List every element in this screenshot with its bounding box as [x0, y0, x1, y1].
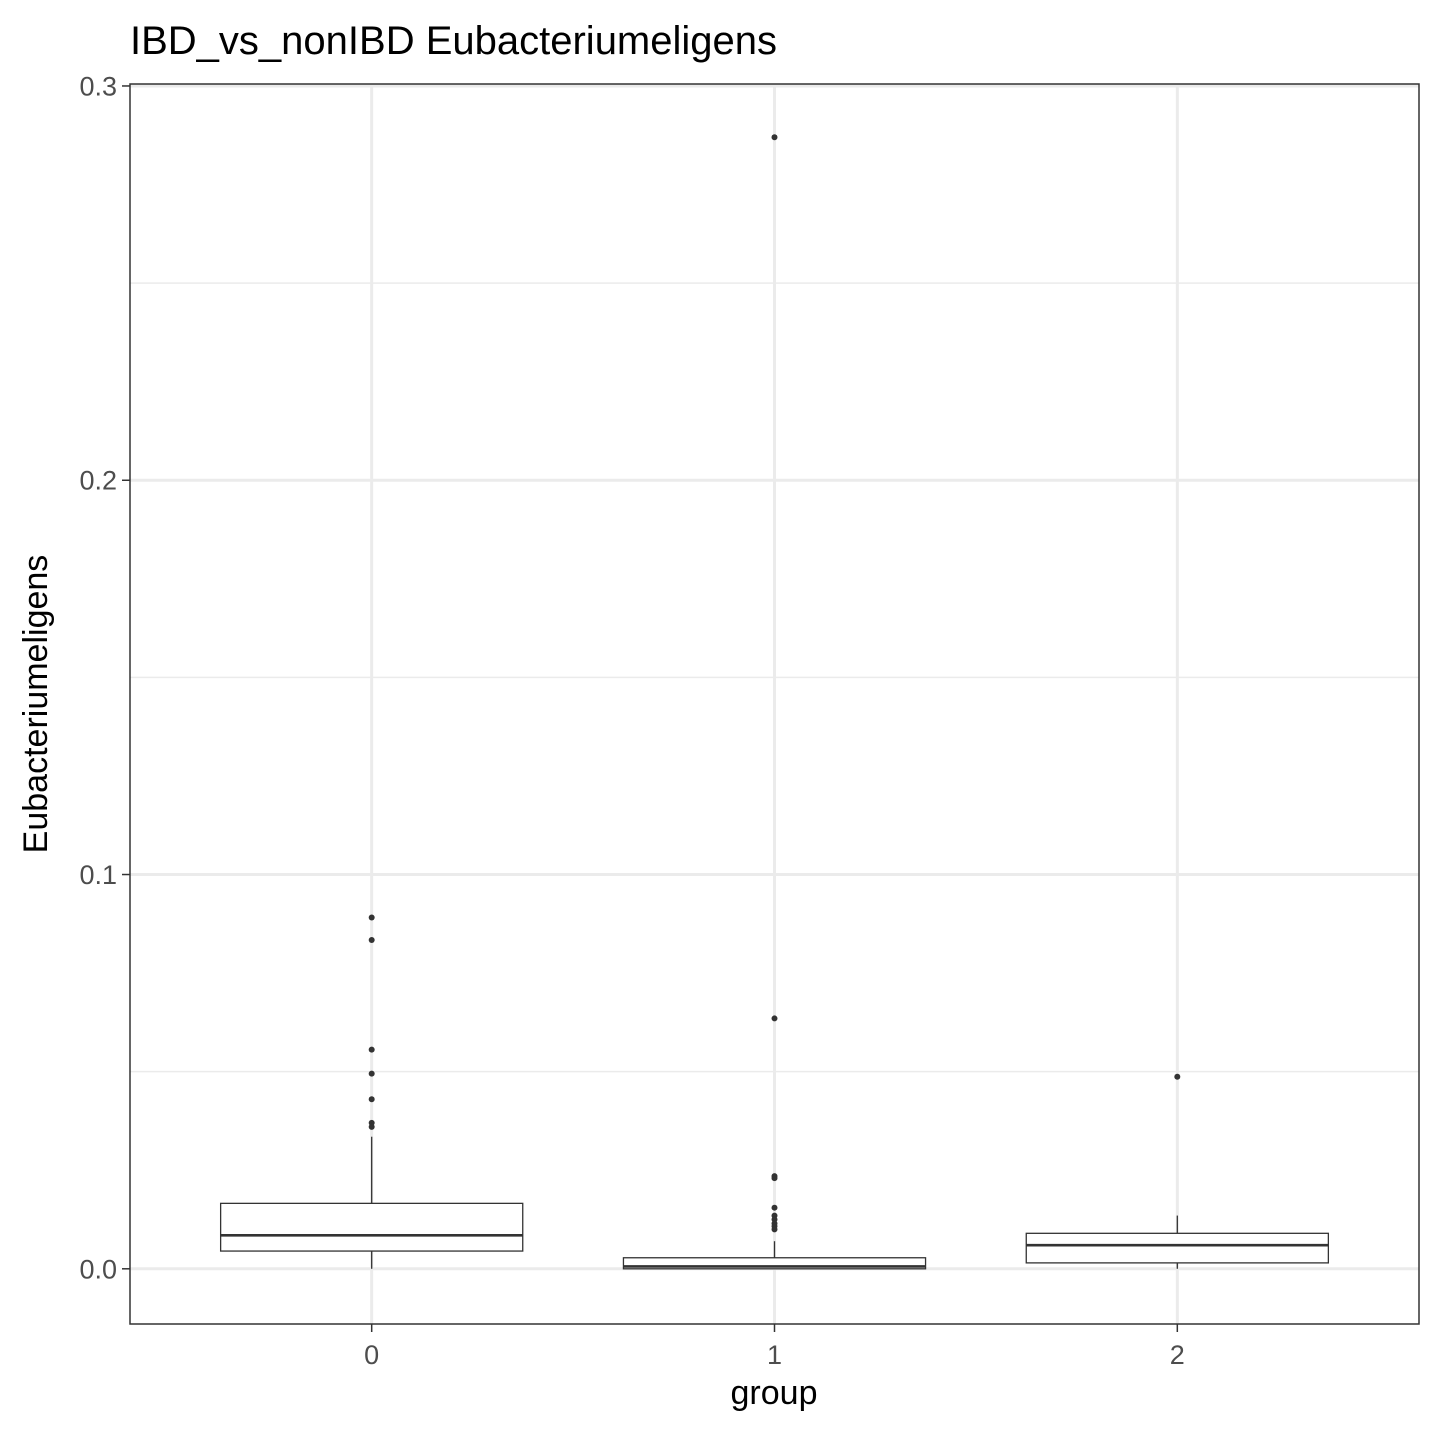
- outlier-point: [771, 1015, 778, 1022]
- x-tick-label: 0: [364, 1340, 379, 1370]
- y-tick-label: 0.3: [79, 71, 117, 101]
- outlier-point: [1174, 1073, 1181, 1080]
- outlier-point: [771, 1175, 778, 1182]
- box-layer: [219, 134, 1330, 1270]
- outlier-point: [368, 936, 375, 943]
- y-tick-label: 0.1: [79, 860, 117, 890]
- y-tick-label: 0.0: [79, 1254, 117, 1284]
- box-iqr: [219, 1202, 524, 1252]
- x-tick-label: 1: [767, 1340, 782, 1370]
- grid-lines: [130, 84, 1419, 1324]
- outlier-point: [368, 1046, 375, 1053]
- outlier-point: [368, 1096, 375, 1103]
- chart-title: IBD_vs_nonIBD Eubacteriumeligens: [130, 19, 777, 63]
- axes: 0.0 0.1 0.2 0.3 0 1 2: [79, 71, 1184, 1370]
- outlier-point: [368, 1123, 375, 1130]
- y-axis-title: Eubacteriumeligens: [17, 555, 55, 854]
- outlier-point: [771, 1204, 778, 1211]
- outlier-point: [771, 134, 778, 141]
- x-tick-label: 2: [1170, 1340, 1185, 1370]
- x-axis-title: group: [731, 1374, 818, 1412]
- box-iqr: [622, 1257, 927, 1270]
- y-tick-label: 0.2: [79, 466, 117, 496]
- outlier-point: [771, 1226, 778, 1233]
- outlier-point: [368, 1070, 375, 1077]
- outlier-point: [368, 914, 375, 921]
- box-iqr: [1025, 1232, 1330, 1264]
